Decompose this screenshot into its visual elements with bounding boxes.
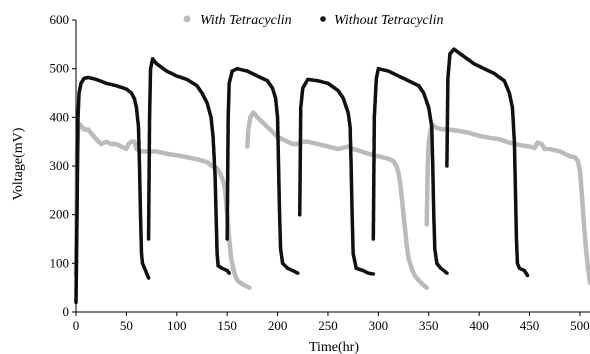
x-tick-label: 500 bbox=[570, 318, 590, 333]
data-point bbox=[227, 271, 231, 275]
legend: With Tetracyclin Without Tetracyclin bbox=[183, 13, 444, 28]
x-tick-label: 150 bbox=[217, 318, 237, 333]
legend-label-with-tetracyclin: With Tetracyclin bbox=[200, 13, 292, 28]
legend-marker-without-tetracyclin bbox=[320, 16, 326, 22]
data-point bbox=[295, 271, 300, 275]
x-tick-label: 250 bbox=[318, 318, 338, 333]
data-point bbox=[247, 285, 252, 291]
series-layer bbox=[73, 47, 590, 305]
x-tick-label: 350 bbox=[419, 318, 439, 333]
x-tick-label: 450 bbox=[520, 318, 540, 333]
data-point bbox=[146, 276, 151, 280]
y-tick-label: 600 bbox=[50, 12, 70, 27]
x-tick-label: 100 bbox=[167, 318, 187, 333]
y-tick-label: 400 bbox=[50, 109, 70, 124]
data-point bbox=[525, 273, 530, 278]
x-axis-title: Time(hr) bbox=[309, 340, 359, 354]
y-tick-label: 300 bbox=[50, 158, 70, 173]
data-point bbox=[445, 271, 449, 275]
data-point bbox=[424, 285, 430, 291]
y-tick-label: 0 bbox=[63, 304, 70, 319]
x-tick-label: 200 bbox=[268, 318, 288, 333]
series-without-tetracyclin bbox=[74, 47, 530, 305]
y-axis-title: Voltage(mV) bbox=[11, 127, 26, 200]
y-tick-label: 100 bbox=[50, 255, 70, 270]
y-tick-label: 200 bbox=[50, 207, 70, 222]
axes-layer: 0 100 200 300 400 500 600 0 50 100 150 200 250 300 350… bbox=[50, 12, 590, 333]
data-point bbox=[371, 272, 376, 276]
x-tick-label: 400 bbox=[469, 318, 489, 333]
data-point bbox=[587, 280, 590, 286]
legend-label-without-tetracyclin: Without Tetracyclin bbox=[334, 13, 444, 28]
x-tick-label: 300 bbox=[369, 318, 389, 333]
x-tick-label: 50 bbox=[120, 318, 133, 333]
y-tick-label: 500 bbox=[50, 61, 70, 76]
x-tick-label: 0 bbox=[73, 318, 80, 333]
legend-marker-with-tetracyclin bbox=[183, 15, 191, 23]
